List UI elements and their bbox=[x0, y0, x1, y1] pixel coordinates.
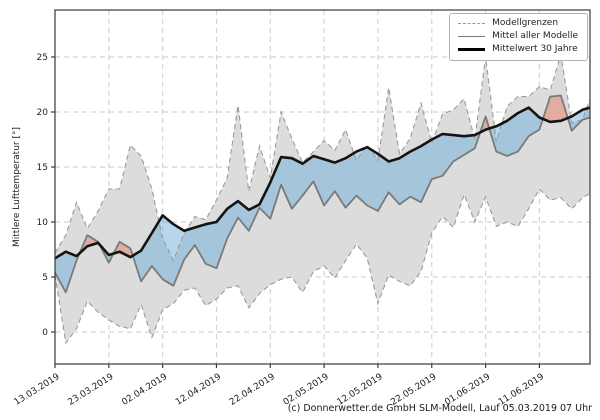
model-min-line bbox=[54, 188, 591, 345]
below-normal-area bbox=[489, 107, 543, 156]
legend-label: Modellgrenzen bbox=[492, 18, 559, 28]
legend-label: Mittelwert 30 Jahre bbox=[492, 43, 578, 54]
x-tick-label: 23.03.2019 bbox=[66, 372, 115, 408]
legend-item: Mittelwert 30 Jahre bbox=[458, 43, 578, 55]
legend-line-sample bbox=[458, 48, 486, 52]
y-tick-label: 0 bbox=[42, 328, 48, 338]
x-tick-label: 13.03.2019 bbox=[13, 372, 62, 408]
y-tick-label: 5 bbox=[42, 273, 48, 283]
below-normal-area bbox=[132, 132, 481, 286]
legend-line-sample bbox=[458, 36, 486, 38]
y-axis-label: Mittlere Lufttemperatur [°] bbox=[12, 127, 22, 247]
copyright-caption: (c) Donnerwetter.de GmbH SLM-Modell, Lau… bbox=[287, 403, 592, 414]
y-tick-label: 15 bbox=[37, 163, 48, 173]
legend-label: Mittel aller Modelle bbox=[492, 30, 578, 41]
legend-item: Mittel aller Modelle bbox=[458, 30, 578, 42]
y-tick-label: 25 bbox=[37, 53, 48, 63]
y-tick-label: 10 bbox=[37, 218, 49, 228]
model-max-line bbox=[54, 54, 591, 262]
x-tick-label: 02.04.2019 bbox=[120, 372, 169, 408]
climate-mean-30y-line bbox=[54, 106, 591, 260]
x-tick-label: 22.04.2019 bbox=[228, 372, 277, 408]
legend-item: Modellgrenzen bbox=[458, 18, 578, 29]
x-tick-label: 12.04.2019 bbox=[174, 372, 223, 408]
model-mean-line bbox=[54, 94, 591, 294]
legend: Modellgrenzen Mittel aller Modelle Mittelw… bbox=[449, 13, 588, 61]
plot-border bbox=[54, 9, 591, 365]
legend-line-sample bbox=[458, 23, 486, 25]
y-tick-label: 20 bbox=[37, 108, 49, 118]
